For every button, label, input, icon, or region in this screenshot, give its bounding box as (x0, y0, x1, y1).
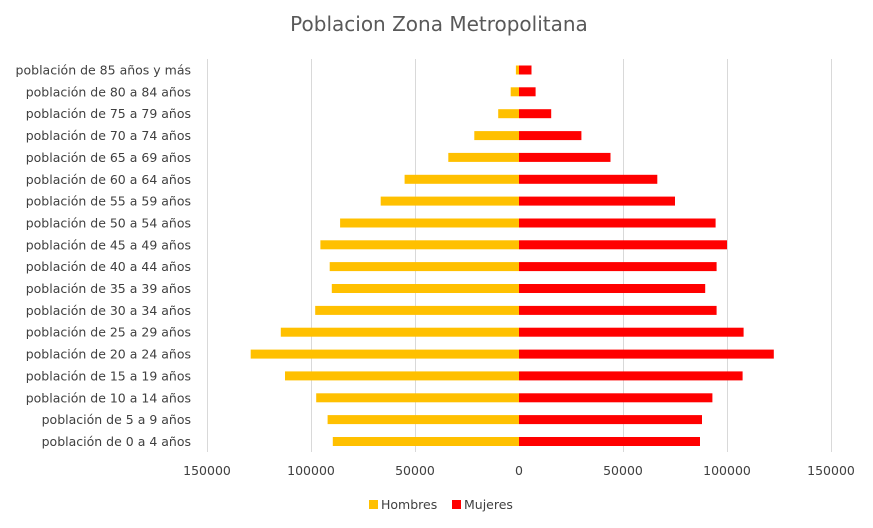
legend: Hombres Mujeres (369, 497, 513, 512)
bar-hombres-1 (510, 87, 519, 97)
bar-hombres-3 (474, 131, 519, 141)
x-tick-label-3: 0 (515, 463, 523, 478)
category-label-10: población de 35 a 39 años (26, 281, 191, 296)
x-tick-label-2: 50000 (395, 463, 435, 478)
bar-mujeres-17 (519, 437, 700, 446)
category-labels: población de 85 años y más población de 8… (16, 63, 191, 450)
bar-mujeres-1 (519, 87, 536, 97)
category-label-1: población de 80 a 84 años (26, 84, 191, 99)
bar-mujeres-15 (519, 393, 713, 403)
bar-hombres-9 (329, 262, 519, 272)
x-tick-label-0: 150000 (183, 463, 231, 478)
bar-hombres-2 (498, 109, 519, 119)
x-tick-label-6: 150000 (807, 463, 855, 478)
category-label-7: población de 50 a 54 años (26, 216, 191, 231)
bar-mujeres-11 (519, 305, 717, 315)
category-label-6: población de 55 a 59 años (26, 194, 191, 209)
category-label-13: población de 20 a 24 años (26, 347, 191, 362)
legend-label-mujeres: Mujeres (464, 497, 513, 512)
bar-mujeres-16 (519, 415, 702, 425)
bar-mujeres-12 (519, 327, 744, 337)
bar-mujeres-3 (519, 131, 582, 141)
bar-mujeres-5 (519, 174, 658, 184)
bar-mujeres-14 (519, 371, 743, 381)
bar-mujeres-2 (519, 109, 552, 119)
category-label-15: población de 10 a 14 años (26, 390, 191, 405)
gridlines (207, 59, 832, 452)
bar-hombres-14 (285, 371, 519, 381)
bar-mujeres-10 (519, 284, 706, 293)
bar-hombres-8 (320, 240, 519, 250)
category-label-17: población de 0 a 4 años (42, 434, 191, 449)
bar-mujeres-13 (519, 349, 774, 359)
bar-hombres-5 (404, 174, 519, 184)
category-label-3: población de 70 a 74 años (26, 128, 191, 143)
x-tick-label-1: 100000 (287, 463, 335, 478)
bar-mujeres-0 (519, 65, 532, 75)
category-label-12: población de 25 a 29 años (26, 325, 191, 340)
bar-hombres-0 (515, 65, 519, 75)
category-label-11: población de 30 a 34 años (26, 303, 191, 318)
bars (250, 65, 774, 446)
legend-label-hombres: Hombres (381, 497, 437, 512)
bar-hombres-15 (316, 393, 519, 403)
bar-hombres-13 (250, 349, 519, 359)
category-label-4: población de 65 a 69 años (26, 150, 191, 165)
category-label-16: población de 5 a 9 años (42, 412, 191, 427)
legend-swatch-mujeres (452, 500, 461, 509)
legend-swatch-hombres (369, 500, 378, 509)
bar-hombres-12 (280, 327, 519, 337)
chart-title: Poblacion Zona Metropolitana (290, 12, 588, 36)
bar-hombres-16 (327, 415, 519, 425)
bar-mujeres-6 (519, 196, 675, 206)
bar-hombres-4 (448, 152, 519, 162)
bar-hombres-6 (380, 196, 519, 206)
category-label-0: población de 85 años y más (16, 63, 191, 78)
bar-hombres-11 (315, 305, 519, 315)
category-label-14: población de 15 a 19 años (26, 368, 191, 383)
bar-hombres-7 (340, 218, 519, 228)
bar-hombres-10 (331, 284, 519, 293)
x-tick-label-5: 100000 (703, 463, 751, 478)
category-label-2: población de 75 a 79 años (26, 106, 191, 121)
x-axis-tick-labels: 150000 100000 50000 0 50000 100000 150000 (183, 463, 855, 478)
category-label-9: población de 40 a 44 años (26, 259, 191, 274)
bar-mujeres-9 (519, 262, 717, 272)
bar-mujeres-8 (519, 240, 727, 250)
category-label-8: población de 45 a 49 años (26, 237, 191, 252)
bar-mujeres-7 (519, 218, 716, 228)
x-tick-label-4: 50000 (603, 463, 643, 478)
category-label-5: población de 60 a 64 años (26, 172, 191, 187)
bar-hombres-17 (332, 437, 519, 446)
bar-mujeres-4 (519, 152, 611, 162)
